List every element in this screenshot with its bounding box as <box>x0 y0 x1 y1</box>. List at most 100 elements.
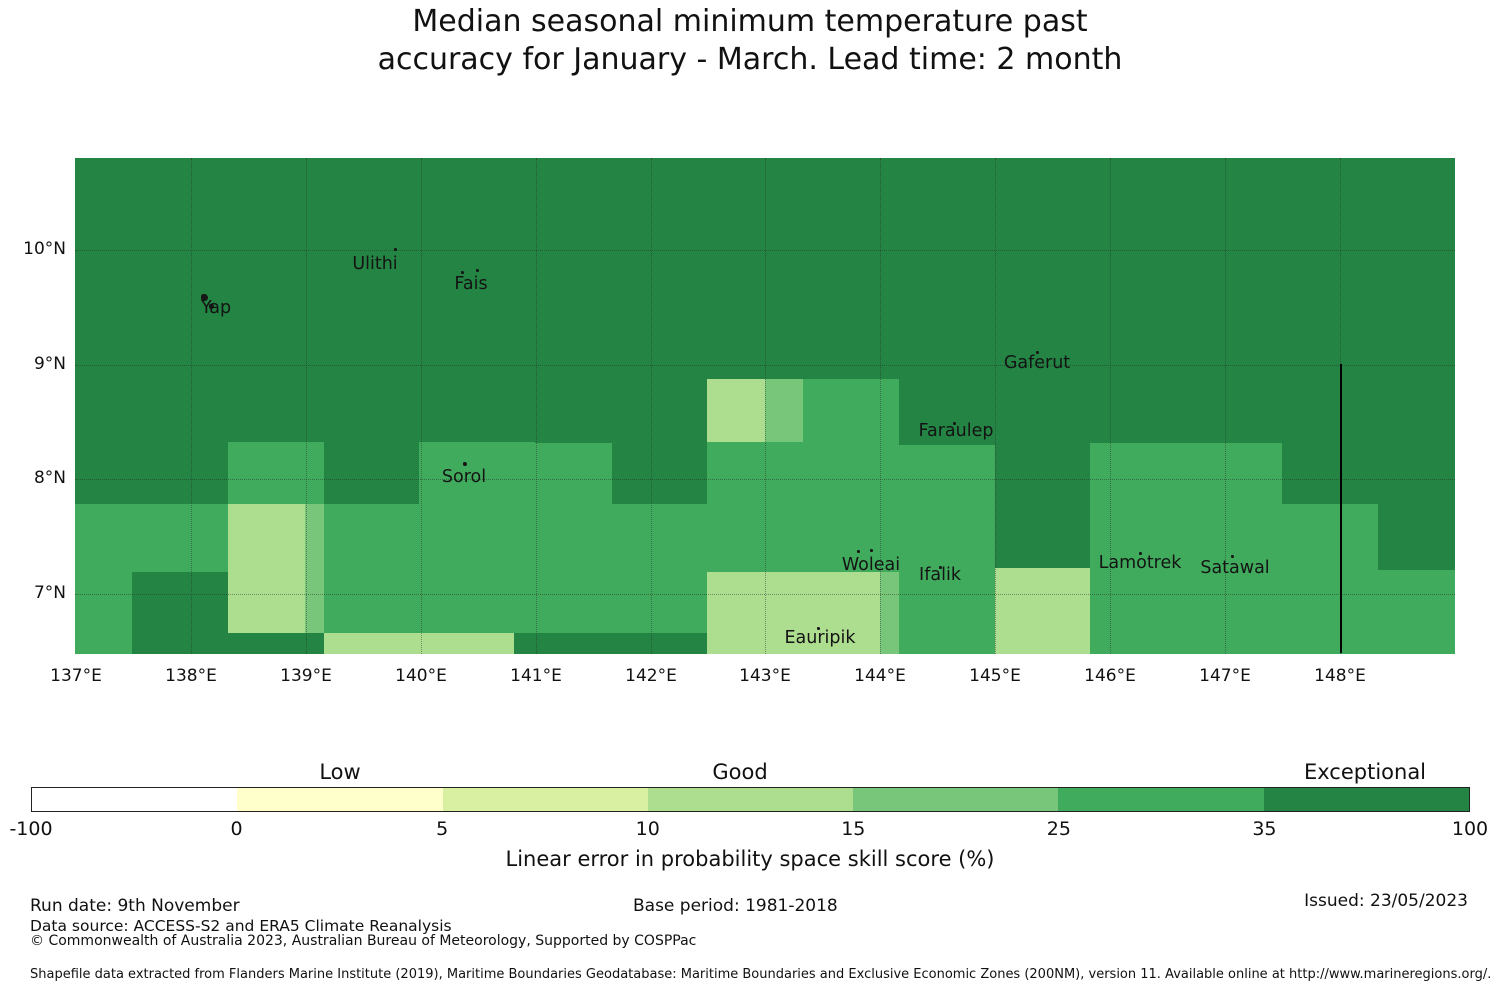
map-cell <box>707 572 880 654</box>
x-axis-tick-label: 145°E <box>969 666 1021 686</box>
map-cell <box>228 504 305 633</box>
grid-line-vertical <box>651 158 652 654</box>
map-cell <box>228 442 324 504</box>
island-marker <box>816 626 820 630</box>
grid-line-vertical <box>421 158 422 654</box>
x-axis-tick-label: 148°E <box>1314 666 1366 686</box>
map-cell <box>765 379 803 442</box>
x-axis-tick-label: 147°E <box>1199 666 1251 686</box>
island-marker <box>208 303 214 309</box>
grid-line-horizontal <box>75 479 1455 480</box>
footer-base-period: Base period: 1981-2018 <box>633 896 838 916</box>
place-label: Yap <box>200 298 232 318</box>
place-label: Sorol <box>441 467 487 487</box>
map-cell <box>324 633 514 654</box>
colorbar-axis-label: Linear error in probability space skill … <box>505 847 995 871</box>
map-cell <box>228 633 324 654</box>
island-marker <box>856 549 860 553</box>
colorbar-segment <box>647 788 854 811</box>
x-axis-tick-label: 137°E <box>50 666 102 686</box>
grid-line-horizontal <box>75 250 1455 251</box>
chart-title: Median seasonal minimum temperature past… <box>0 3 1500 79</box>
grid-line-horizontal <box>75 594 1455 595</box>
colorbar-segment <box>853 788 1059 811</box>
place-label: Ifalik <box>919 565 961 585</box>
grid-line-vertical <box>880 158 881 654</box>
colorbar-category-label: Exceptional <box>1303 760 1427 784</box>
colorbar <box>31 787 1470 812</box>
map-cell <box>707 442 803 504</box>
place-label: Fais <box>454 274 488 294</box>
colorbar-segment <box>32 788 238 811</box>
footer-run-date: Run date: 9th November <box>30 896 240 916</box>
colorbar-segment <box>1263 788 1469 811</box>
map-cell <box>1090 443 1282 504</box>
x-axis-tick-label: 142°E <box>625 666 677 686</box>
colorbar-tick-label: 100 <box>1451 818 1489 840</box>
grid-line-vertical <box>1110 158 1111 654</box>
map-area: Ulithi Fais Yap Gaferut Faraulep Sorol Woleai I… <box>75 158 1455 654</box>
island-marker <box>475 268 479 272</box>
map-cell <box>803 379 899 504</box>
map-cell <box>514 633 707 654</box>
x-axis-tick-label: 140°E <box>395 666 447 686</box>
chart-title-line1: Median seasonal minimum temperature past <box>412 4 1088 39</box>
place-label: Eauripik <box>784 628 856 648</box>
colorbar-tick-label: 0 <box>230 818 243 840</box>
colorbar-tick-label: 5 <box>436 818 449 840</box>
island-marker <box>393 247 397 251</box>
grid-line-vertical <box>995 158 996 654</box>
x-axis-tick-label: 146°E <box>1084 666 1136 686</box>
y-axis-tick-label: 9°N <box>33 354 66 374</box>
island-marker <box>1035 350 1039 354</box>
island-marker <box>869 548 873 552</box>
island-marker <box>200 293 208 301</box>
grid-line-vertical <box>1225 158 1226 654</box>
island-marker <box>1230 554 1234 558</box>
island-marker <box>463 462 467 466</box>
eez-boundary-line <box>1340 364 1342 653</box>
grid-line-vertical <box>191 158 192 654</box>
map-cell <box>995 504 1090 568</box>
map-cell <box>305 504 324 633</box>
map-cell <box>707 379 765 442</box>
colorbar-segment <box>237 788 443 811</box>
place-label: Satawal <box>1200 558 1270 578</box>
grid-line-horizontal <box>75 365 1455 366</box>
place-label: Gaferut <box>1003 353 1071 373</box>
footer-copyright: © Commonwealth of Australia 2023, Austra… <box>30 933 697 949</box>
map-cell <box>995 568 1090 654</box>
place-label: Faraulep <box>918 421 994 441</box>
colorbar-tick-label: 25 <box>1046 818 1071 840</box>
y-axis-tick-label: 7°N <box>33 583 66 603</box>
y-axis-tick-label: 8°N <box>33 468 66 488</box>
place-label: Woleai <box>841 555 901 575</box>
grid-line-vertical <box>306 158 307 654</box>
grid-line-vertical <box>765 158 766 654</box>
map-cell <box>132 572 228 654</box>
colorbar-segment <box>442 788 648 811</box>
grid-line-vertical <box>536 158 537 654</box>
x-axis-tick-label: 143°E <box>739 666 791 686</box>
colorbar-category-label: Good <box>712 760 768 784</box>
island-marker <box>952 421 956 425</box>
colorbar-category-label: Low <box>319 760 361 784</box>
footer-issued: Issued: 23/05/2023 <box>1304 891 1468 911</box>
chart-title-line2: accuracy for January - March. Lead time:… <box>377 42 1123 77</box>
x-axis-tick-label: 141°E <box>510 666 562 686</box>
x-axis-tick-label: 144°E <box>854 666 906 686</box>
colorbar-tick-label: 10 <box>635 818 660 840</box>
island-marker <box>460 270 464 274</box>
map-cell <box>899 445 995 504</box>
map-cell <box>880 572 899 654</box>
map-cell <box>1378 504 1455 570</box>
place-label: Lamotrek <box>1098 553 1182 573</box>
y-axis-tick-label: 10°N <box>23 239 66 259</box>
colorbar-tick-label: 15 <box>841 818 866 840</box>
colorbar-segment <box>1058 788 1264 811</box>
x-axis-tick-label: 138°E <box>165 666 217 686</box>
map-cell <box>535 443 612 504</box>
map-cell <box>419 442 535 504</box>
place-label: Ulithi <box>352 254 398 274</box>
